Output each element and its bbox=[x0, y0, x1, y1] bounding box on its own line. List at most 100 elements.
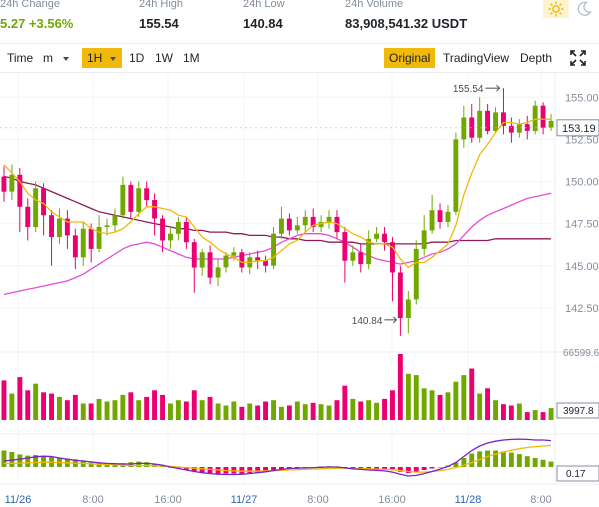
macd-histogram-bar bbox=[199, 467, 205, 473]
volume-bar bbox=[104, 401, 110, 420]
volume-bar bbox=[175, 400, 181, 420]
volume-bar bbox=[263, 401, 268, 420]
volume-bar bbox=[25, 390, 31, 420]
volume-bar bbox=[485, 388, 490, 420]
theme-toggle[interactable] bbox=[539, 0, 599, 20]
expand-icon[interactable] bbox=[565, 48, 591, 68]
candle-body bbox=[199, 252, 205, 268]
candle-body bbox=[382, 233, 387, 243]
macd-series bbox=[1, 438, 554, 477]
candle-body bbox=[548, 120, 554, 128]
view-tradingview-tab[interactable]: TradingView bbox=[443, 51, 510, 65]
macd-histogram-bar bbox=[33, 455, 39, 467]
moon-icon[interactable] bbox=[571, 0, 597, 18]
macd-histogram-bar bbox=[437, 467, 443, 468]
stat-label: 24h High bbox=[139, 0, 184, 10]
candle-body bbox=[183, 222, 189, 243]
candle-body bbox=[540, 105, 546, 128]
chevron-down-icon bbox=[63, 56, 69, 61]
volume-bar bbox=[524, 412, 530, 420]
volume-bar bbox=[310, 402, 316, 420]
macd-histogram-bar bbox=[88, 462, 94, 467]
time-tick-label: 16:00 bbox=[154, 494, 182, 506]
macd-histogram-bar bbox=[540, 459, 546, 467]
volume-bar bbox=[199, 400, 205, 420]
view-depth-tab[interactable]: Depth bbox=[520, 51, 553, 65]
sun-icon[interactable] bbox=[543, 0, 569, 18]
macd-dif-line bbox=[3, 438, 552, 477]
volume-bar bbox=[120, 394, 126, 420]
price-markers: 155.54 140.84 bbox=[352, 84, 501, 327]
interval-1w-button[interactable]: 1W bbox=[155, 51, 173, 65]
stat-label: 24h Change bbox=[0, 0, 60, 10]
candle-body bbox=[421, 230, 427, 249]
macd-histogram-bar bbox=[493, 450, 498, 467]
candle-body bbox=[9, 174, 15, 192]
volume-bar bbox=[413, 375, 419, 420]
volume-bar bbox=[294, 401, 300, 420]
volume-bar bbox=[191, 390, 197, 420]
volume-bar bbox=[548, 408, 554, 420]
macd-histogram-bar bbox=[247, 467, 253, 473]
volume-tick-label: 66599.63 bbox=[563, 348, 599, 359]
volume-bar bbox=[1, 380, 7, 420]
macd-histogram-bar bbox=[144, 462, 150, 467]
volume-bar bbox=[501, 404, 506, 420]
minute-select[interactable]: m bbox=[38, 48, 78, 68]
stat-label: 24h Low bbox=[243, 0, 285, 10]
volume-bar bbox=[366, 400, 372, 420]
ma25-series bbox=[3, 192, 552, 296]
macd-histogram-bar bbox=[279, 467, 284, 470]
candle-body bbox=[508, 125, 514, 133]
candle-body bbox=[128, 184, 134, 212]
volume-bar bbox=[382, 398, 387, 420]
macd-histogram-bar bbox=[421, 467, 427, 470]
price-tick-label: 155.00 bbox=[565, 92, 599, 104]
candle-body bbox=[160, 218, 165, 241]
interval-1d-button[interactable]: 1D bbox=[129, 51, 145, 65]
volume-bar bbox=[57, 396, 62, 420]
candle-body bbox=[532, 105, 538, 131]
candle-body bbox=[104, 225, 110, 227]
volume-bar bbox=[477, 393, 483, 420]
volume-bar bbox=[88, 403, 94, 420]
low-marker-label: 140.84 bbox=[352, 316, 383, 327]
interval-1h-select[interactable]: 1H bbox=[82, 48, 122, 68]
volume-tick-label: 3997.8 bbox=[563, 406, 594, 417]
volume-bar bbox=[302, 404, 308, 420]
candle-body bbox=[239, 252, 245, 268]
volume-bar bbox=[207, 396, 213, 420]
volume-bar bbox=[9, 393, 15, 420]
macd-histogram-bar bbox=[461, 458, 467, 467]
macd-histogram-bar bbox=[366, 467, 372, 469]
view-original-tab[interactable]: Original bbox=[384, 48, 436, 68]
volume-bar bbox=[390, 390, 395, 420]
candle-body bbox=[231, 252, 237, 256]
macd-histogram-bar bbox=[255, 467, 261, 473]
time-button[interactable]: Time bbox=[7, 51, 34, 65]
candle-body bbox=[112, 215, 118, 226]
volume-bar bbox=[80, 403, 86, 420]
current-price-box bbox=[556, 119, 599, 137]
ma99-series bbox=[3, 175, 551, 245]
candle-body bbox=[366, 238, 372, 265]
price-chart[interactable]: 155.00 152.50 150.00 147.50 145.00 142.50 153.… bbox=[0, 72, 599, 507]
macd-tick-label: 0.17 bbox=[566, 469, 586, 480]
candle-body bbox=[1, 176, 7, 192]
chart-axes: 155.00 152.50 150.00 147.50 145.00 142.50 153.… bbox=[0, 92, 599, 506]
candle-body bbox=[279, 218, 284, 234]
candle-body bbox=[310, 216, 316, 227]
volume-bar bbox=[239, 406, 245, 420]
candle-body bbox=[271, 233, 276, 266]
candle-body bbox=[168, 233, 173, 241]
volume-bar bbox=[183, 401, 189, 420]
volume-value-box bbox=[556, 402, 599, 419]
interval-1m-button[interactable]: 1M bbox=[183, 51, 200, 65]
macd-histogram-bar bbox=[501, 451, 506, 467]
candle-body bbox=[390, 242, 395, 273]
time-tick-label: 16:00 bbox=[378, 494, 406, 506]
candle-body bbox=[223, 255, 229, 268]
candle-body bbox=[318, 222, 324, 228]
candle-body bbox=[405, 299, 411, 318]
volume-bar bbox=[215, 403, 221, 420]
